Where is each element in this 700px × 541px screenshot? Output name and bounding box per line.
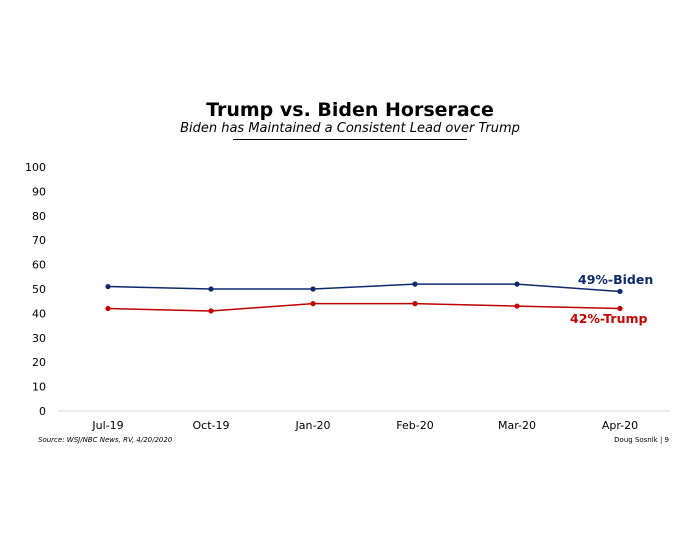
source-note: Source: WSJ/NBC News, RV, 4/20/2020 xyxy=(38,436,173,444)
trump-end-label: 42%-Trump xyxy=(570,311,648,326)
x-tick-label: Feb-20 xyxy=(396,419,433,432)
biden-data-point xyxy=(514,281,520,287)
y-tick-label: 60 xyxy=(32,259,46,272)
trump-data-point xyxy=(514,303,520,309)
chart-subtitle: Biden has Maintained a Consistent Lead o… xyxy=(180,121,520,136)
biden-data-point xyxy=(208,286,214,292)
biden-end-label: 49%-Biden xyxy=(578,272,653,287)
trump-data-point xyxy=(208,308,214,314)
y-tick-label: 40 xyxy=(32,307,46,320)
biden-data-point xyxy=(310,286,316,292)
y-tick-label: 30 xyxy=(32,332,46,345)
y-tick-label: 50 xyxy=(32,283,46,296)
x-tick-label: Apr-20 xyxy=(602,419,638,432)
y-tick-label: 80 xyxy=(32,210,46,223)
x-tick-label: Jan-20 xyxy=(295,419,331,432)
x-tick-label: Oct-19 xyxy=(193,419,230,432)
biden-data-point xyxy=(412,281,418,287)
trump-data-point xyxy=(617,305,623,312)
subtitle-underline xyxy=(233,139,467,140)
trump-series-line xyxy=(107,302,621,312)
biden-data-point xyxy=(617,288,623,295)
biden-data-point xyxy=(105,283,111,290)
y-tick-label: 10 xyxy=(32,381,46,394)
trump-data-point xyxy=(412,301,418,307)
chart-title: Trump vs. Biden Horserace xyxy=(206,99,494,121)
biden-series-line xyxy=(107,283,621,293)
footer-credit: Doug Sosnik | 9 xyxy=(614,436,669,444)
x-tick-label: Mar-20 xyxy=(498,419,536,432)
trump-data-point xyxy=(105,305,111,312)
x-tick-label: Jul-19 xyxy=(91,419,123,432)
y-tick-label: 70 xyxy=(32,234,46,247)
y-tick-label: 0 xyxy=(39,405,46,418)
y-tick-label: 90 xyxy=(32,185,46,198)
y-tick-label: 100 xyxy=(25,161,46,174)
trump-data-point xyxy=(310,301,316,307)
y-tick-label: 20 xyxy=(32,356,46,369)
